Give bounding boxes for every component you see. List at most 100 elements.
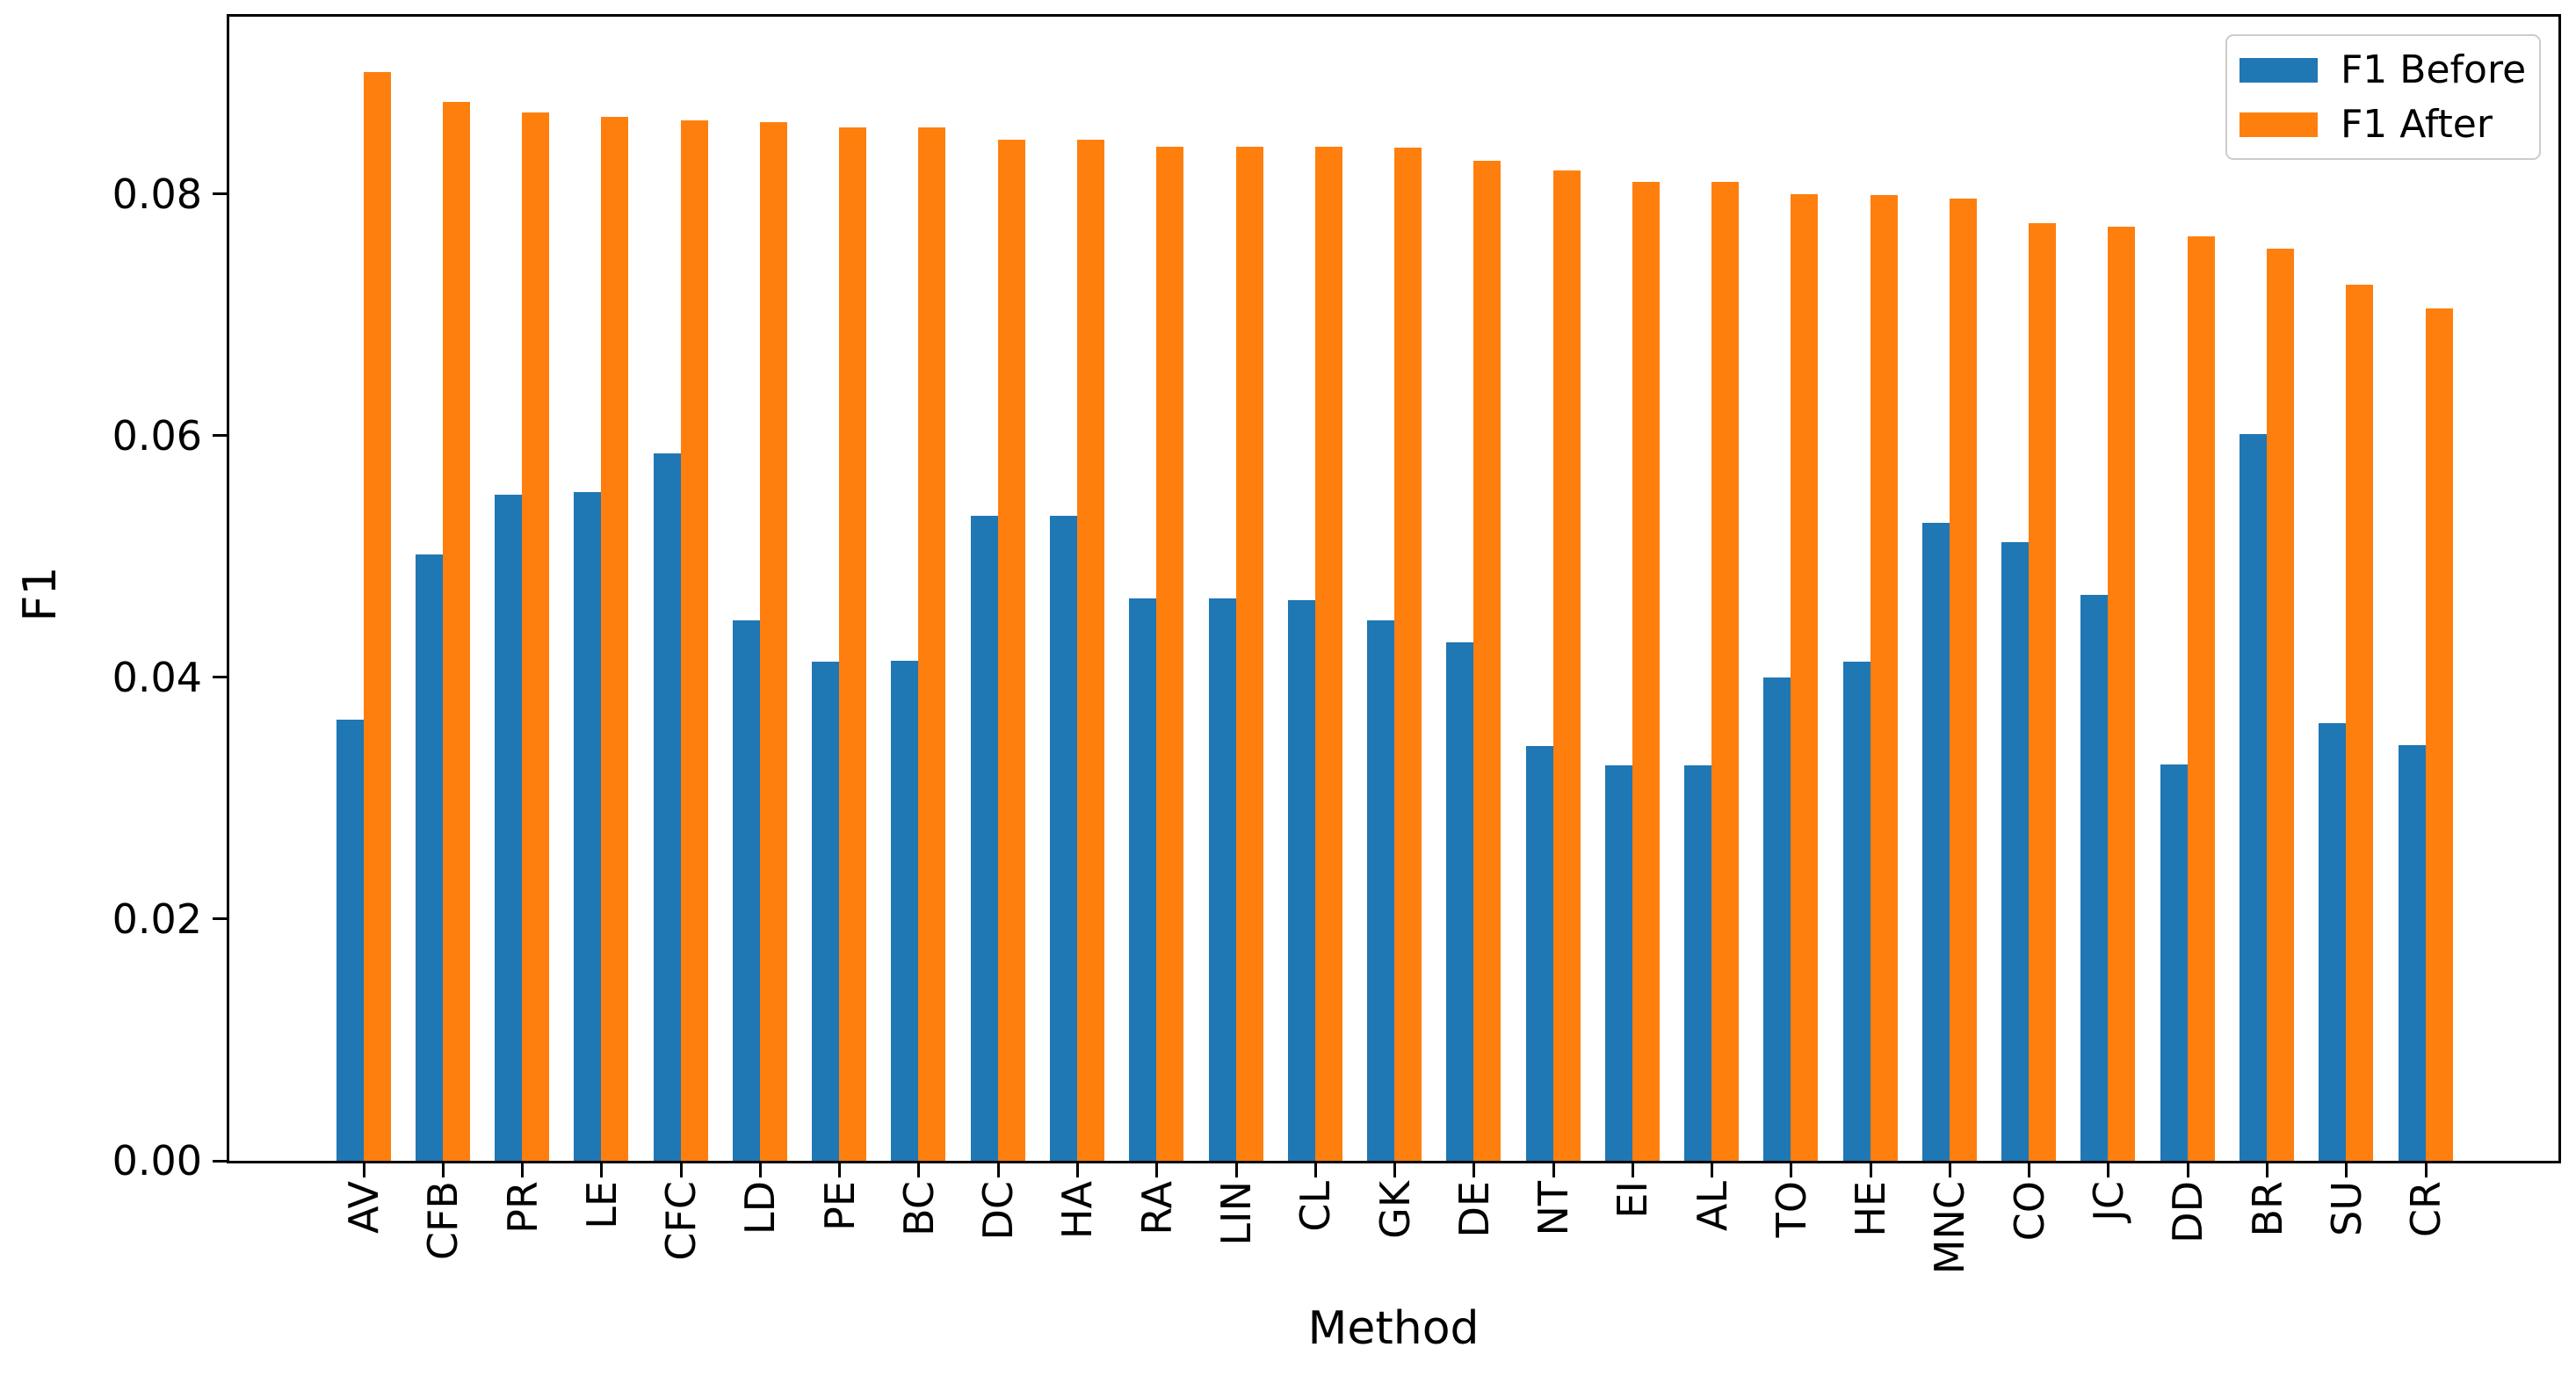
x-tick-label-GK: GK xyxy=(1371,1181,1419,1239)
x-tick-SU xyxy=(2345,1162,2348,1177)
bar-f1-before-SU xyxy=(2319,723,2347,1161)
x-tick-label-BC: BC xyxy=(894,1181,943,1236)
bar-f1-after-LD xyxy=(759,122,787,1161)
legend: F1 Before F1 After xyxy=(2225,34,2541,160)
x-tick-AL xyxy=(1711,1162,1714,1177)
bar-f1-after-BR xyxy=(2267,248,2294,1161)
x-tick-DC xyxy=(996,1162,1000,1177)
x-tick-label-TO: TO xyxy=(1767,1181,1815,1238)
bar-f1-before-PR xyxy=(495,495,522,1161)
x-tick-CO xyxy=(2028,1162,2031,1177)
bar-f1-before-RA xyxy=(1129,598,1157,1161)
bar-f1-after-NT xyxy=(1552,170,1581,1161)
bar-f1-before-PE xyxy=(812,661,840,1161)
bar-f1-before-MNC xyxy=(1921,522,1950,1161)
bar-f1-before-AV xyxy=(336,719,364,1161)
bar-f1-before-BC xyxy=(891,660,919,1161)
bar-f1-before-CO xyxy=(2001,541,2030,1161)
legend-label: F1 Before xyxy=(2341,47,2527,92)
bar-f1-before-GK xyxy=(1367,620,1394,1161)
x-tick-label-EI: EI xyxy=(1609,1181,1657,1219)
x-tick-TO xyxy=(1790,1162,1793,1177)
bar-f1-before-HA xyxy=(1049,515,1077,1161)
y-tick-label-0.06: 0.06 xyxy=(112,411,202,460)
x-tick-label-CFB: CFB xyxy=(419,1181,467,1261)
bar-f1-before-LE xyxy=(574,492,602,1161)
bar-f1-before-LD xyxy=(732,620,760,1161)
x-tick-RA xyxy=(1155,1162,1159,1177)
bar-f1-after-CL xyxy=(1314,146,1342,1161)
x-tick-label-AV: AV xyxy=(340,1181,387,1234)
x-tick-PE xyxy=(838,1162,842,1177)
y-tick-0.06 xyxy=(213,434,227,438)
x-tick-label-HE: HE xyxy=(1847,1181,1895,1237)
x-tick-CL xyxy=(1313,1162,1317,1177)
bar-f1-after-DC xyxy=(997,139,1025,1161)
y-tick-label-0.08: 0.08 xyxy=(112,170,202,218)
bar-f1-before-CL xyxy=(1287,599,1315,1161)
y-tick-label-0.04: 0.04 xyxy=(112,653,202,701)
legend-entry-f1-before: F1 Before xyxy=(2240,47,2527,92)
bar-f1-before-DE xyxy=(1446,641,1474,1161)
x-tick-label-DE: DE xyxy=(1450,1181,1498,1238)
bar-f1-after-DE xyxy=(1473,161,1501,1161)
bar-f1-after-LE xyxy=(601,116,629,1161)
x-tick-NT xyxy=(1552,1162,1555,1177)
x-tick-MNC xyxy=(1948,1162,1951,1177)
x-tick-label-LIN: LIN xyxy=(1212,1181,1260,1246)
x-tick-BR xyxy=(2266,1162,2268,1177)
bar-f1-after-MNC xyxy=(1949,199,1977,1161)
x-tick-label-LD: LD xyxy=(736,1181,785,1235)
x-tick-label-RA: RA xyxy=(1132,1181,1181,1235)
y-axis-title: F1 xyxy=(14,566,67,622)
y-tick-label-0.02: 0.02 xyxy=(112,895,202,943)
x-tick-label-PE: PE xyxy=(815,1181,864,1231)
bar-f1-before-CFC xyxy=(653,453,681,1161)
x-tick-JC xyxy=(2107,1162,2110,1177)
x-tick-LE xyxy=(600,1162,604,1177)
legend-swatch-f1-after xyxy=(2240,112,2318,137)
x-tick-label-MNC: MNC xyxy=(1926,1181,1974,1275)
legend-entry-f1-after: F1 After xyxy=(2240,103,2527,146)
x-tick-label-CFC: CFC xyxy=(657,1181,706,1261)
bar-f1-after-AV xyxy=(363,71,391,1161)
x-tick-CFC xyxy=(679,1162,683,1177)
x-tick-PR xyxy=(521,1162,524,1177)
bar-f1-before-NT xyxy=(1525,746,1553,1161)
x-tick-LD xyxy=(758,1162,762,1177)
bar-f1-after-JC xyxy=(2108,226,2136,1161)
x-tick-DE xyxy=(1473,1162,1476,1177)
bar-f1-before-DD xyxy=(2160,764,2188,1161)
x-tick-label-CR: CR xyxy=(2402,1181,2449,1238)
x-tick-label-PR: PR xyxy=(498,1181,546,1234)
y-tick-0.04 xyxy=(213,676,227,679)
x-tick-label-NT: NT xyxy=(1530,1181,1577,1236)
bar-f1-after-CFC xyxy=(680,120,708,1161)
bar-f1-before-HE xyxy=(1842,661,1870,1161)
x-axis-title: Method xyxy=(1307,1302,1480,1355)
bar-f1-after-PE xyxy=(839,127,867,1161)
x-tick-HE xyxy=(1869,1162,1872,1177)
bar-f1-before-CR xyxy=(2398,744,2426,1161)
x-tick-label-LE: LE xyxy=(577,1181,626,1229)
bar-f1-after-EI xyxy=(1632,181,1660,1161)
x-tick-HA xyxy=(1075,1162,1079,1177)
x-tick-label-JC: JC xyxy=(2084,1181,2132,1221)
x-tick-label-DD: DD xyxy=(2164,1181,2212,1243)
x-tick-AV xyxy=(362,1162,365,1177)
bar-f1-before-CFB xyxy=(415,554,443,1161)
y-tick-label-0.00: 0.00 xyxy=(112,1137,202,1185)
bar-f1-before-BR xyxy=(2240,434,2267,1161)
x-tick-BC xyxy=(917,1162,921,1177)
bar-f1-after-CR xyxy=(2425,308,2453,1161)
x-tick-CR xyxy=(2424,1162,2428,1177)
bar-f1-before-EI xyxy=(1604,765,1632,1161)
bar-f1-before-AL xyxy=(1684,765,1712,1161)
x-tick-GK xyxy=(1393,1162,1396,1177)
bar-f1-after-CO xyxy=(2029,222,2057,1161)
x-tick-label-HA: HA xyxy=(1053,1181,1102,1240)
bar-f1-after-GK xyxy=(1394,148,1422,1161)
x-tick-label-CL: CL xyxy=(1292,1181,1340,1232)
x-tick-EI xyxy=(1631,1162,1634,1177)
